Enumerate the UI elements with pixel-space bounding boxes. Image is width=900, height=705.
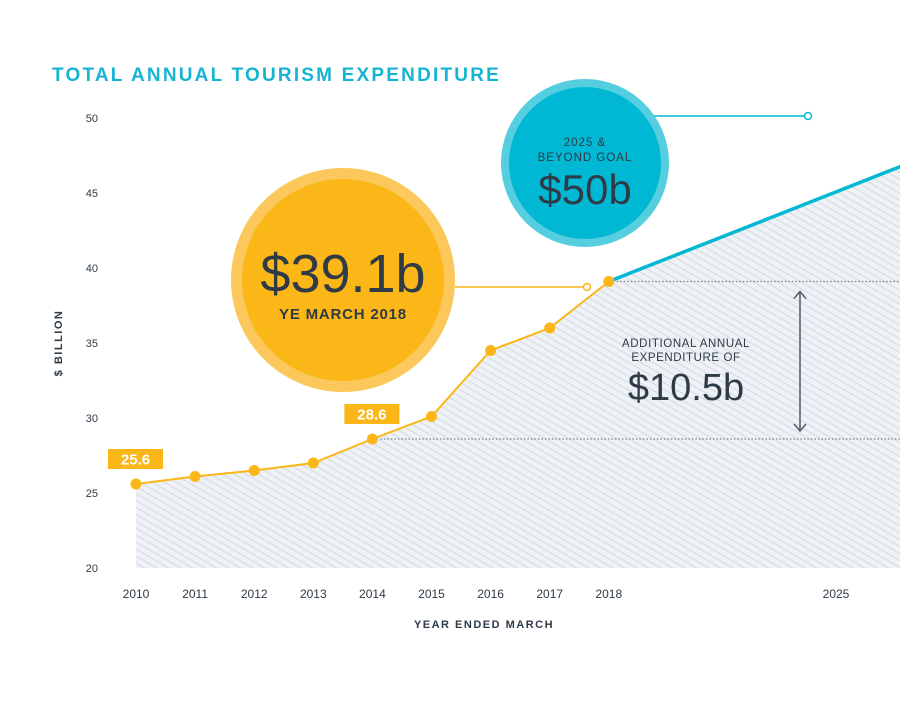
- x-tick-label: 2014: [359, 587, 386, 601]
- data-point-2017: [544, 322, 556, 334]
- x-tick-label: 2010: [123, 587, 150, 601]
- current-callout: $39.1b YE MARCH 2018: [231, 168, 455, 392]
- goal-line1: 2025 &: [564, 137, 606, 149]
- data-label-box: [344, 404, 400, 424]
- data-point-2016: [485, 345, 497, 356]
- goal-line2: BEYOND GOAL: [538, 152, 633, 164]
- data-point-2013: [307, 457, 319, 469]
- goal-line: [608, 164, 900, 284]
- x-tick-label: 2013: [300, 587, 327, 601]
- x-tick-label: 2017: [536, 587, 563, 601]
- data-point-2018: [603, 276, 615, 287]
- x-axis-label: YEAR ENDED MARCH: [414, 619, 554, 631]
- x-tick-label: 2018: [595, 587, 622, 601]
- data-point-2010: [130, 478, 142, 490]
- current-sub: YE MARCH 2018: [279, 306, 407, 323]
- x-tick-label: 2011: [182, 587, 208, 601]
- goal-callout: 2025 & BEYOND GOAL $50b: [501, 79, 669, 247]
- gap-line2: EXPENDITURE OF: [631, 352, 740, 364]
- gap-line1: ADDITIONAL ANNUAL: [622, 338, 750, 350]
- y-tick-label: 20: [86, 563, 98, 575]
- goal-connector-end: [803, 111, 813, 121]
- current-value: $39.1b: [260, 244, 425, 304]
- data-label: 25.6: [121, 452, 150, 469]
- goal-value: $50b: [538, 166, 631, 213]
- data-point-2015: [426, 411, 437, 422]
- y-axis-label: $ BILLION: [53, 310, 65, 377]
- chart-title: TOTAL ANNUAL TOURISM EXPENDITURE: [52, 65, 501, 86]
- area-fill: [136, 164, 900, 568]
- y-tick-label: 30: [86, 413, 98, 425]
- data-point-2014: [366, 433, 378, 445]
- data-label: 28.6: [357, 407, 386, 424]
- x-tick-label: 2016: [477, 587, 504, 601]
- y-tick-label: 35: [86, 338, 98, 350]
- y-tick-label: 40: [86, 263, 98, 275]
- x-tick-label: 2012: [241, 587, 268, 601]
- gap-double-arrow-icon: [793, 290, 807, 433]
- data-point-2011: [189, 471, 201, 482]
- x-tick-label: 2015: [418, 587, 445, 601]
- data-label-box: [108, 449, 163, 469]
- gap-callout: ADDITIONAL ANNUAL EXPENDITURE OF $10.5b: [622, 338, 750, 409]
- y-tick-label: 45: [86, 188, 98, 200]
- current-connector-end: [582, 282, 592, 292]
- gap-value: $10.5b: [628, 367, 744, 409]
- x-tick-label: 2025: [823, 587, 850, 601]
- y-tick-label: 25: [86, 488, 98, 500]
- data-point-2012: [248, 465, 260, 476]
- y-tick-label: 50: [86, 113, 98, 125]
